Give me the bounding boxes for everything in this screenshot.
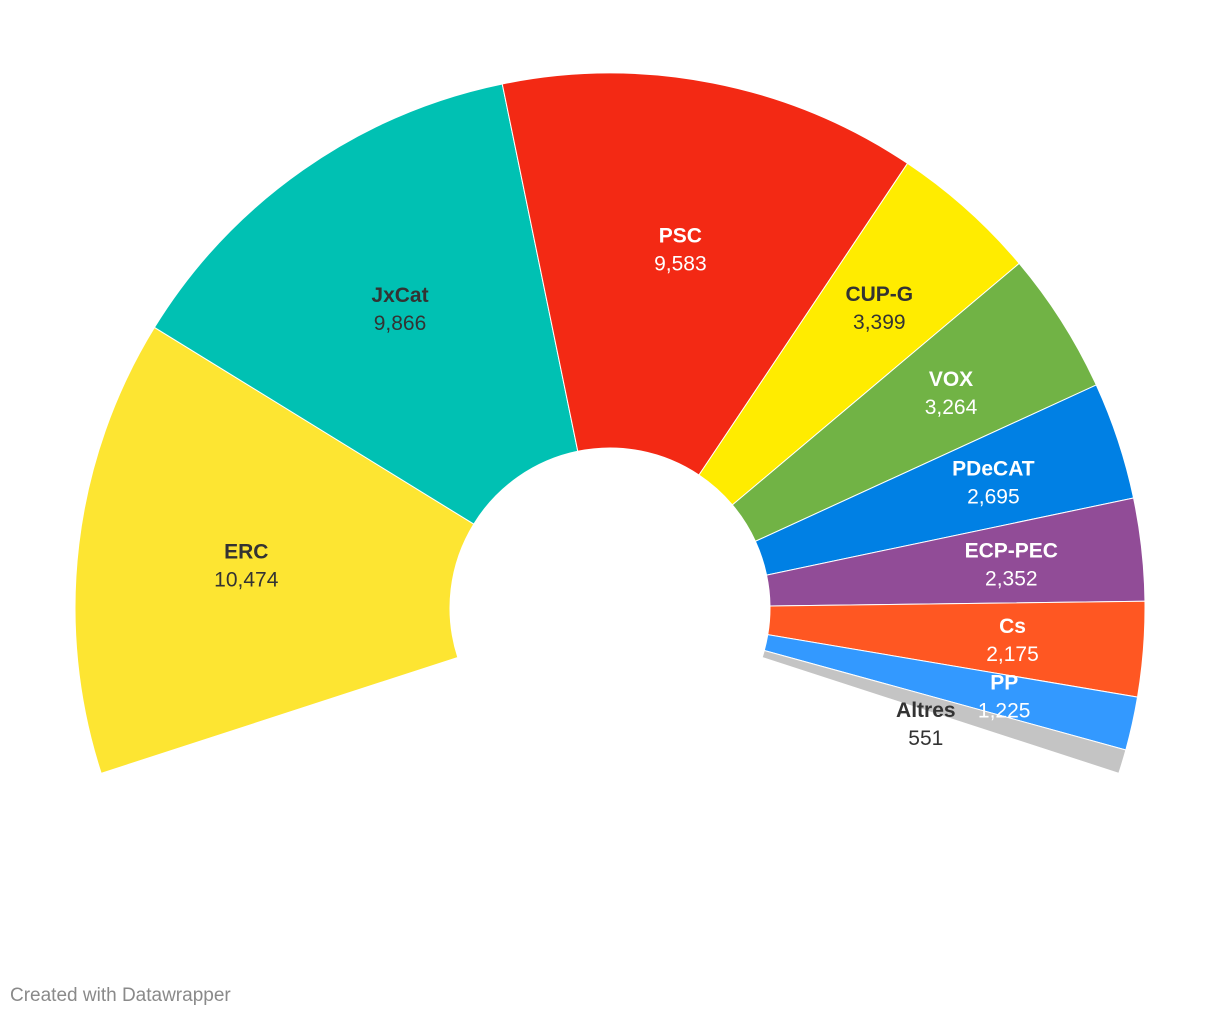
label-name-erc: ERC (224, 541, 268, 564)
label-value-pdecat: 2,695 (967, 486, 1020, 509)
label-value-pp: 1,225 (978, 699, 1031, 722)
datawrapper-credit[interactable]: Created with Datawrapper (10, 985, 231, 1006)
label-name-cs: Cs (999, 615, 1026, 638)
label-value-psc: 9,583 (654, 253, 707, 276)
label-name-altres: Altres (896, 699, 956, 722)
slice-jxcat[interactable] (153, 83, 579, 525)
label-name-ecp-pec: ECP-PEC (965, 540, 1058, 563)
label-value-cup-g: 3,399 (853, 311, 906, 334)
label-name-jxcat: JxCat (371, 284, 428, 307)
slice-erc[interactable] (74, 326, 475, 774)
label-value-ecp-pec: 2,352 (985, 568, 1038, 591)
label-name-pdecat: PDeCAT (952, 458, 1035, 481)
label-value-erc: 10,474 (214, 569, 279, 592)
slice-altres[interactable] (761, 649, 1127, 774)
label-name-pp: PP (990, 671, 1018, 694)
label-name-cup-g: CUP-G (845, 283, 913, 306)
label-value-jxcat: 9,866 (374, 312, 427, 335)
label-name-vox: VOX (929, 368, 973, 391)
label-name-psc: PSC (659, 225, 702, 248)
slice-psc[interactable] (501, 72, 909, 476)
chart-labels: ERC 10,474 JxCat 9,866 PSC 9,583 CUP-G 3,399 VOX… (214, 225, 1058, 751)
label-value-cs: 2,175 (986, 643, 1039, 666)
label-value-altres: 551 (908, 727, 943, 750)
chart-slices (74, 72, 1146, 774)
label-value-vox: 3,264 (925, 396, 978, 419)
